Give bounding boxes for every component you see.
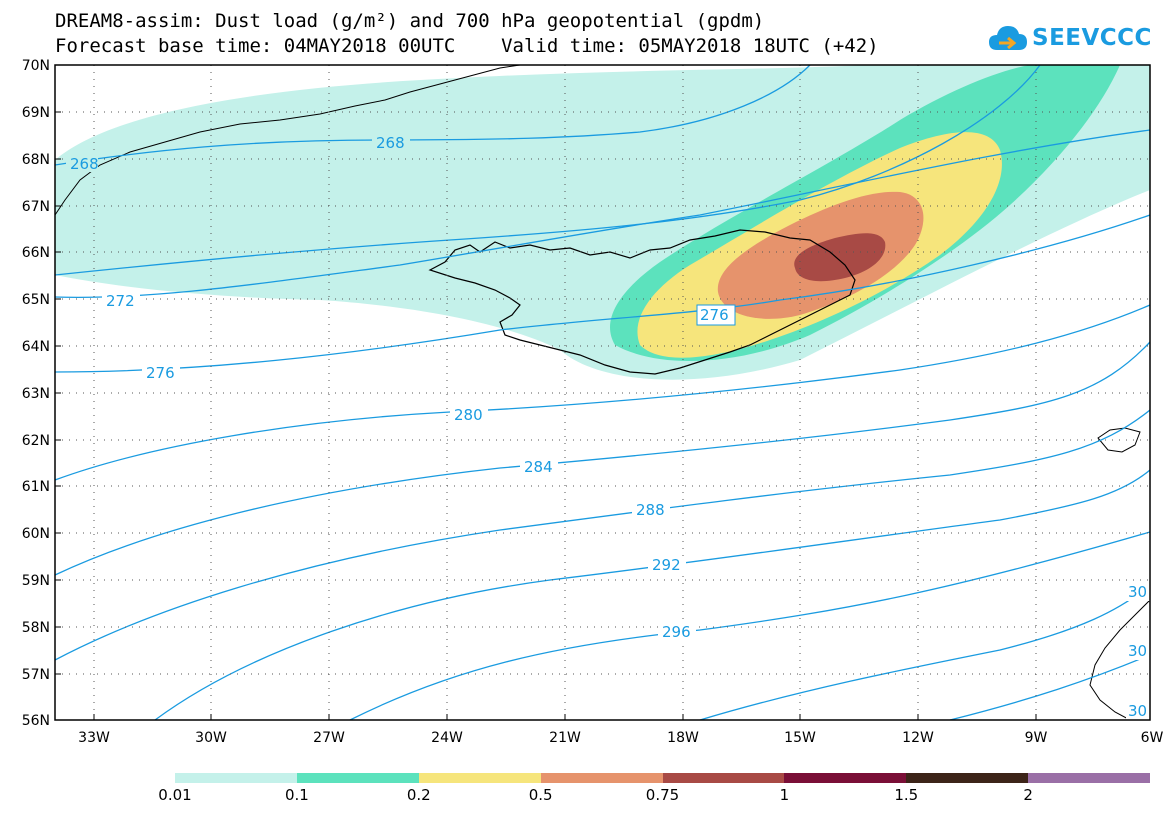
contour-label: 276 — [700, 306, 729, 324]
legend-swatch — [906, 773, 1029, 783]
legend-label: 2 — [1023, 786, 1033, 804]
lat-tick: 68N — [22, 152, 50, 168]
contour-label: 284 — [524, 458, 553, 476]
contour-label: 30 — [1128, 702, 1147, 720]
lat-tick: 63N — [22, 386, 50, 402]
lon-tick: 21W — [549, 730, 581, 746]
legend-swatch — [662, 773, 785, 783]
contour-label: 292 — [652, 556, 681, 574]
faroe-islands — [1097, 427, 1141, 453]
iceland-coast — [428, 229, 856, 375]
lat-tick: 67N — [22, 199, 50, 215]
contour-label: 276 — [146, 364, 175, 382]
map-title: DREAM8-assim: Dust load (g/m²) and 700 h… — [55, 10, 765, 32]
contour-label: 30 — [1128, 642, 1147, 660]
seevccc-logo: SEEVCCC — [988, 16, 1152, 60]
lon-tick: 18W — [667, 730, 699, 746]
legend-label: 0.75 — [645, 786, 680, 804]
lon-tick: 15W — [784, 730, 816, 746]
lat-tick: 61N — [22, 479, 50, 495]
contour-label: 288 — [636, 501, 665, 519]
contour-label: 268 — [376, 134, 405, 152]
lat-tick: 65N — [22, 292, 50, 308]
legend-label: 1 — [779, 786, 790, 804]
lat-tick: 64N — [22, 339, 50, 355]
scotland-coast — [1089, 599, 1150, 720]
legend-swatch — [296, 773, 419, 783]
cloud-icon — [989, 26, 1027, 50]
legend-swatch — [784, 773, 907, 783]
contour-label: 280 — [454, 406, 483, 424]
legend-label: 0.2 — [406, 786, 431, 804]
legend-label: 1.5 — [894, 786, 919, 804]
legend-label: 0.01 — [158, 786, 192, 804]
color-legend — [175, 773, 1150, 783]
legend-label: 0.1 — [284, 786, 309, 804]
lon-tick: 12W — [902, 730, 934, 746]
lat-tick: 56N — [22, 713, 50, 729]
legend-swatch — [418, 773, 541, 783]
lon-tick: 9W — [1025, 730, 1048, 746]
lat-tick: 69N — [22, 105, 50, 121]
forecast-times: Forecast base time: 04MAY2018 00UTC Vali… — [55, 35, 879, 57]
lon-tick: 6W — [1141, 730, 1164, 746]
legend-label: 0.5 — [528, 786, 553, 804]
lat-tick: 66N — [22, 245, 50, 261]
lat-tick: 58N — [22, 620, 50, 636]
lat-tick: 57N — [22, 667, 50, 683]
lat-tick: 62N — [22, 433, 50, 449]
lon-tick: 24W — [431, 730, 463, 746]
contour-label: 268 — [70, 155, 99, 173]
lat-tick: 60N — [22, 526, 50, 542]
lon-tick: 33W — [78, 730, 110, 746]
lon-tick: 27W — [313, 730, 345, 746]
contour-label: 272 — [106, 292, 135, 310]
lat-tick: 70N — [22, 58, 50, 74]
lat-tick: 59N — [22, 573, 50, 589]
logo-text: SEEVCCC — [1032, 25, 1152, 51]
legend-swatch — [1028, 773, 1150, 783]
legend-swatch — [540, 773, 663, 783]
contour-label: 296 — [662, 623, 691, 641]
lon-tick: 30W — [195, 730, 227, 746]
legend-swatch — [175, 773, 297, 783]
contour-label: 30 — [1128, 583, 1147, 601]
dust-band-0-75 — [794, 233, 886, 282]
